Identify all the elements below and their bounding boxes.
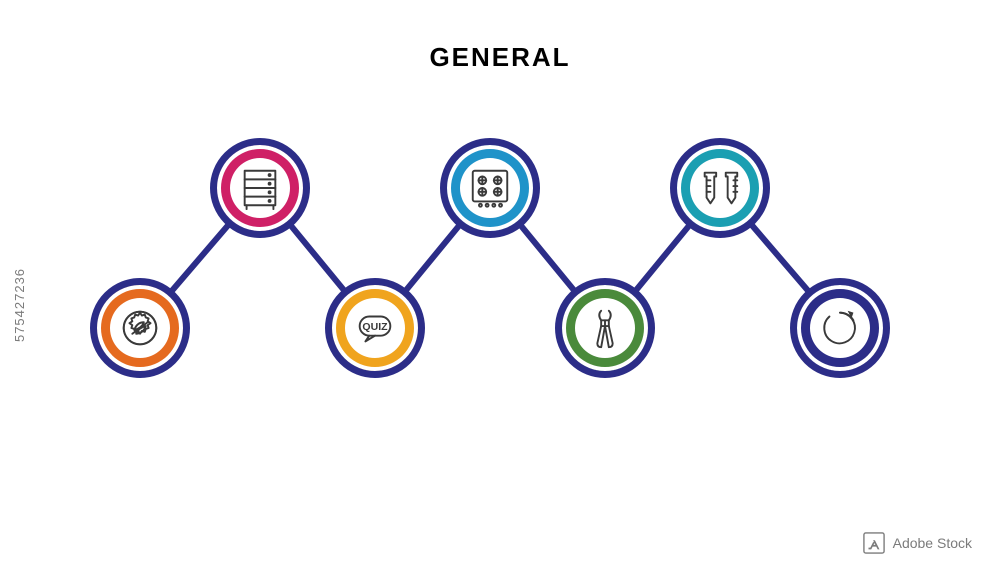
refresh-node [790, 278, 890, 378]
eco-node [90, 278, 190, 378]
drawers-node [210, 138, 310, 238]
eco-icon [117, 305, 163, 351]
adobe-stock-logo-icon [863, 532, 885, 554]
quiz-node [325, 278, 425, 378]
page-title: GENERAL [0, 42, 1000, 73]
drawers-icon [237, 165, 283, 211]
stove-node [440, 138, 540, 238]
quiz-icon [352, 305, 398, 351]
pliers-icon [582, 305, 628, 351]
stove-icon [467, 165, 513, 211]
watermark-brand-text: Adobe Stock [893, 535, 972, 551]
watermark-id: 575427236 [12, 268, 27, 342]
anchors-node [670, 138, 770, 238]
refresh-icon [817, 305, 863, 351]
pliers-node [555, 278, 655, 378]
watermark-brand: Adobe Stock [863, 532, 972, 554]
icon-graph [0, 73, 1000, 493]
anchors-icon [697, 165, 743, 211]
